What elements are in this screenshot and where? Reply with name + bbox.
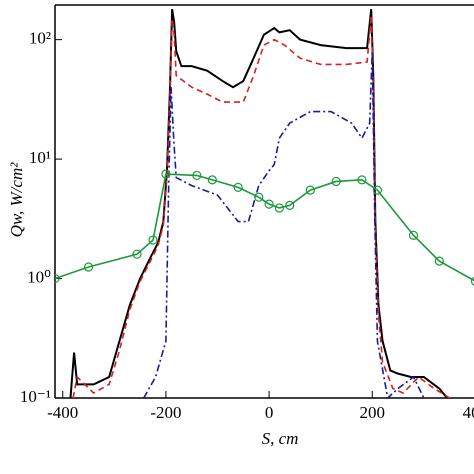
marker xyxy=(207,175,217,185)
y-tick-label: 10⁻¹ xyxy=(20,387,51,406)
marker xyxy=(161,169,171,179)
series-line xyxy=(69,8,448,398)
marker xyxy=(264,199,274,209)
marker xyxy=(132,249,142,259)
plot-area xyxy=(55,8,474,398)
y-tick-label: 10² xyxy=(29,29,51,48)
marker xyxy=(331,176,341,187)
series-line xyxy=(55,173,474,282)
x-tick-label: 0 xyxy=(265,403,274,422)
series-line xyxy=(143,51,425,398)
marker xyxy=(285,200,295,210)
marker xyxy=(470,276,474,286)
x-tick-label: 400 xyxy=(463,403,474,422)
x-axis-label: S, cm xyxy=(262,429,299,448)
marker xyxy=(372,185,383,195)
marker xyxy=(83,262,94,272)
x-tick-label: -400 xyxy=(47,403,78,422)
x-tick-label: 200 xyxy=(360,403,386,422)
marker xyxy=(192,170,202,181)
marker xyxy=(274,203,284,213)
y-tick-label: 10¹ xyxy=(29,148,51,167)
marker xyxy=(408,230,419,240)
marker xyxy=(55,273,60,284)
marker xyxy=(434,256,444,266)
series-line xyxy=(72,15,451,398)
marker xyxy=(233,182,243,192)
x-tick-label: -200 xyxy=(150,403,181,422)
marker xyxy=(148,235,158,245)
marker xyxy=(305,185,315,195)
marker xyxy=(254,192,264,202)
y-axis-label: Qw, W/cm² xyxy=(7,162,26,238)
marker xyxy=(357,175,367,185)
y-tick-label: 10⁰ xyxy=(27,267,51,286)
